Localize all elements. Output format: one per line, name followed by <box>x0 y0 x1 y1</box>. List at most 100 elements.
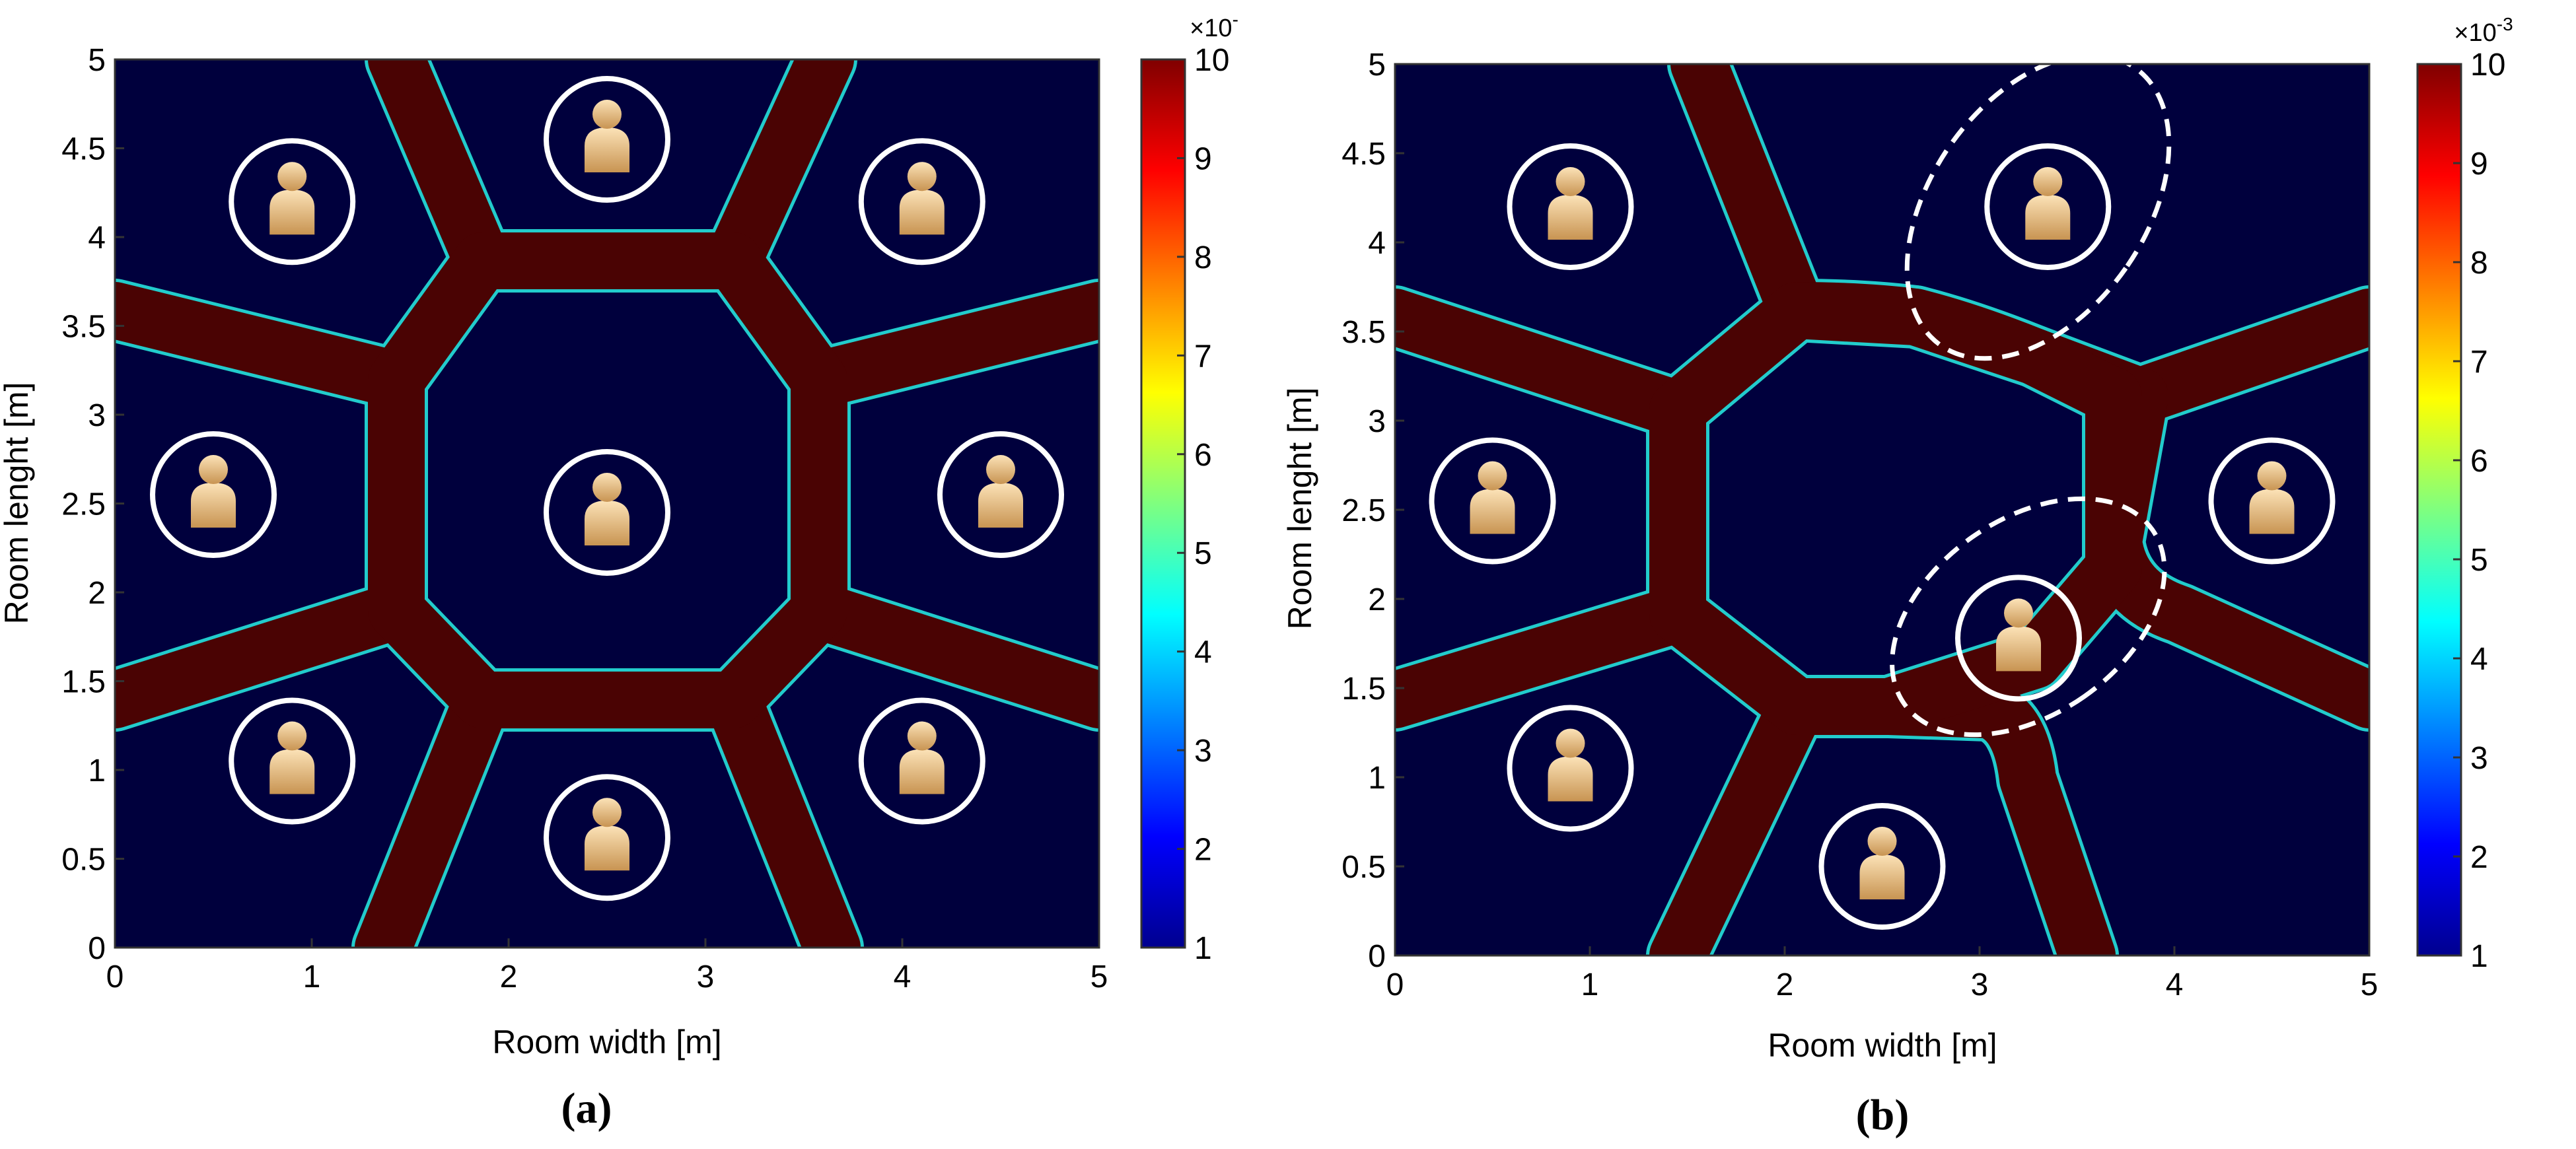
x-tick-label: 4 <box>2166 967 2184 1002</box>
user-ring <box>150 431 277 559</box>
person-icon <box>585 472 629 545</box>
panel-b: 0 1 2 3 4 5 0 0.5 1 1.5 2 2.5 3 3.5 4 4.5 5 Room width … <box>1281 14 2513 1139</box>
user-marker <box>1507 705 1634 832</box>
colorbar-tick-label: 7 <box>1194 339 1212 374</box>
user-ring <box>544 448 670 576</box>
user-ring <box>1429 437 1556 565</box>
y-tick-label: 4.5 <box>1342 137 1386 172</box>
user-marker <box>150 431 277 559</box>
panel-label-b: (b) <box>1856 1091 1910 1139</box>
user-marker <box>1984 143 2112 270</box>
person-icon <box>1548 167 1593 240</box>
person-icon <box>2249 461 2295 534</box>
user-ring <box>1984 143 2112 270</box>
x-ticks-b: 0 1 2 3 4 5 <box>1386 946 2379 1002</box>
colorbar-tick-label: 1 <box>1194 931 1212 966</box>
x-tick-label: 1 <box>303 959 321 994</box>
y-tick-label: 4 <box>1368 226 1386 261</box>
person-icon <box>978 455 1023 528</box>
x-tick-label: 1 <box>1581 967 1599 1002</box>
x-axis-label-a: Room width [m] <box>492 1024 721 1061</box>
user-ring <box>229 697 356 825</box>
person-icon <box>191 455 236 528</box>
user-marker <box>2208 437 2336 565</box>
y-tick-label: 1.5 <box>61 665 106 700</box>
y-tick-label: 3 <box>1368 404 1386 439</box>
x-tick-label: 2 <box>500 959 518 994</box>
y-tick-label: 5 <box>88 43 106 78</box>
user-marker <box>1429 437 1556 565</box>
user-marker <box>1955 574 2082 702</box>
person-icon <box>269 721 315 794</box>
y-tick-label: 0 <box>1368 939 1386 974</box>
signal-boundaries-a <box>115 59 1099 948</box>
x-ticks-a: 0 1 2 3 4 5 <box>106 938 1108 994</box>
panel-label-a: (a) <box>561 1084 612 1132</box>
y-axis-label-b: Room lenght [m] <box>1281 388 1318 630</box>
person-icon <box>269 162 315 235</box>
y-tick-label: 3.5 <box>1342 315 1386 350</box>
user-marker <box>229 138 356 265</box>
panel-a: 0 1 2 3 4 5 0 0.5 1 1.5 2 2.5 3 3.5 4 4.5 5 Room width … <box>0 9 1238 1132</box>
colorbar-tick-label: 2 <box>2470 840 2488 875</box>
user-marker <box>544 448 670 576</box>
y-tick-label: 2.5 <box>1342 493 1386 528</box>
colorbar-tick-label: 8 <box>1194 240 1212 275</box>
user-marker <box>229 697 356 825</box>
user-ring <box>1818 803 1946 930</box>
colorbar-tick-label: 3 <box>2470 741 2488 776</box>
user-ring <box>858 138 985 265</box>
colorbar-multiplier-a: ×10- <box>1190 9 1238 42</box>
colorbar-a <box>1140 58 1186 949</box>
user-marker <box>858 697 985 825</box>
users-b <box>1429 143 2336 930</box>
y-tick-label: 4.5 <box>61 132 106 167</box>
x-tick-label: 3 <box>1971 967 1989 1002</box>
user-marker <box>544 76 670 203</box>
x-tick-label: 5 <box>2361 967 2379 1002</box>
users-a <box>150 76 1064 901</box>
y-tick-label: 2.5 <box>61 487 106 522</box>
colorbar-tick-label: 8 <box>2470 246 2488 281</box>
colorbar-b <box>2416 63 2462 957</box>
user-ring <box>937 431 1064 559</box>
user-marker <box>858 138 985 265</box>
x-tick-label: 2 <box>1776 967 1794 1002</box>
person-icon <box>899 721 945 794</box>
x-tick-label: 4 <box>894 959 912 994</box>
y-tick-label: 1 <box>1368 761 1386 796</box>
colorbar-ticks-b: 1 2 3 4 5 6 7 8 9 10 <box>2453 48 2505 974</box>
x-tick-label: 0 <box>1386 967 1404 1002</box>
colorbar-tick-label: 4 <box>1194 635 1212 670</box>
colorbar-tick-label: 6 <box>2470 444 2488 479</box>
colorbar-tick-label: 6 <box>1194 438 1212 473</box>
user-marker <box>937 431 1064 559</box>
colorbar-multiplier-b: ×10-3 <box>2454 14 2513 47</box>
user-ring <box>1507 143 1634 270</box>
x-tick-label: 3 <box>697 959 715 994</box>
colorbar-ticks-a: 1 2 3 4 5 6 7 8 9 10 <box>1177 43 1229 966</box>
person-icon <box>585 798 629 871</box>
person-icon <box>899 162 945 235</box>
x-axis-label-b: Room width [m] <box>1768 1027 1997 1064</box>
x-tick-label: 0 <box>106 959 124 994</box>
colorbar-tick-label: 10 <box>2470 48 2505 83</box>
user-ring <box>544 76 670 203</box>
y-tick-label: 2 <box>88 576 106 611</box>
y-tick-label: 3 <box>88 398 106 433</box>
user-ring <box>1955 574 2082 702</box>
y-tick-label: 1 <box>88 753 106 788</box>
colorbar-multiplier-exp-a: - <box>1233 9 1238 30</box>
highlight-ellipse <box>1890 496 2167 738</box>
colorbar-tick-label: 1 <box>2470 939 2488 974</box>
x-tick-label: 5 <box>1091 959 1108 994</box>
y-ticks-a: 0 0.5 1 1.5 2 2.5 3 3.5 4 4.5 5 <box>61 43 124 966</box>
y-ticks-b: 0 0.5 1 1.5 2 2.5 3 3.5 4 4.5 5 <box>1342 48 1404 974</box>
y-axis-label-a: Room lenght [m] <box>0 382 35 625</box>
colorbar-tick-label: 7 <box>2470 345 2488 380</box>
y-tick-label: 5 <box>1368 48 1386 83</box>
person-icon <box>1470 461 1515 534</box>
colorbar-multiplier-base-b: ×10 <box>2454 19 2496 47</box>
y-tick-label: 0.5 <box>61 843 106 878</box>
